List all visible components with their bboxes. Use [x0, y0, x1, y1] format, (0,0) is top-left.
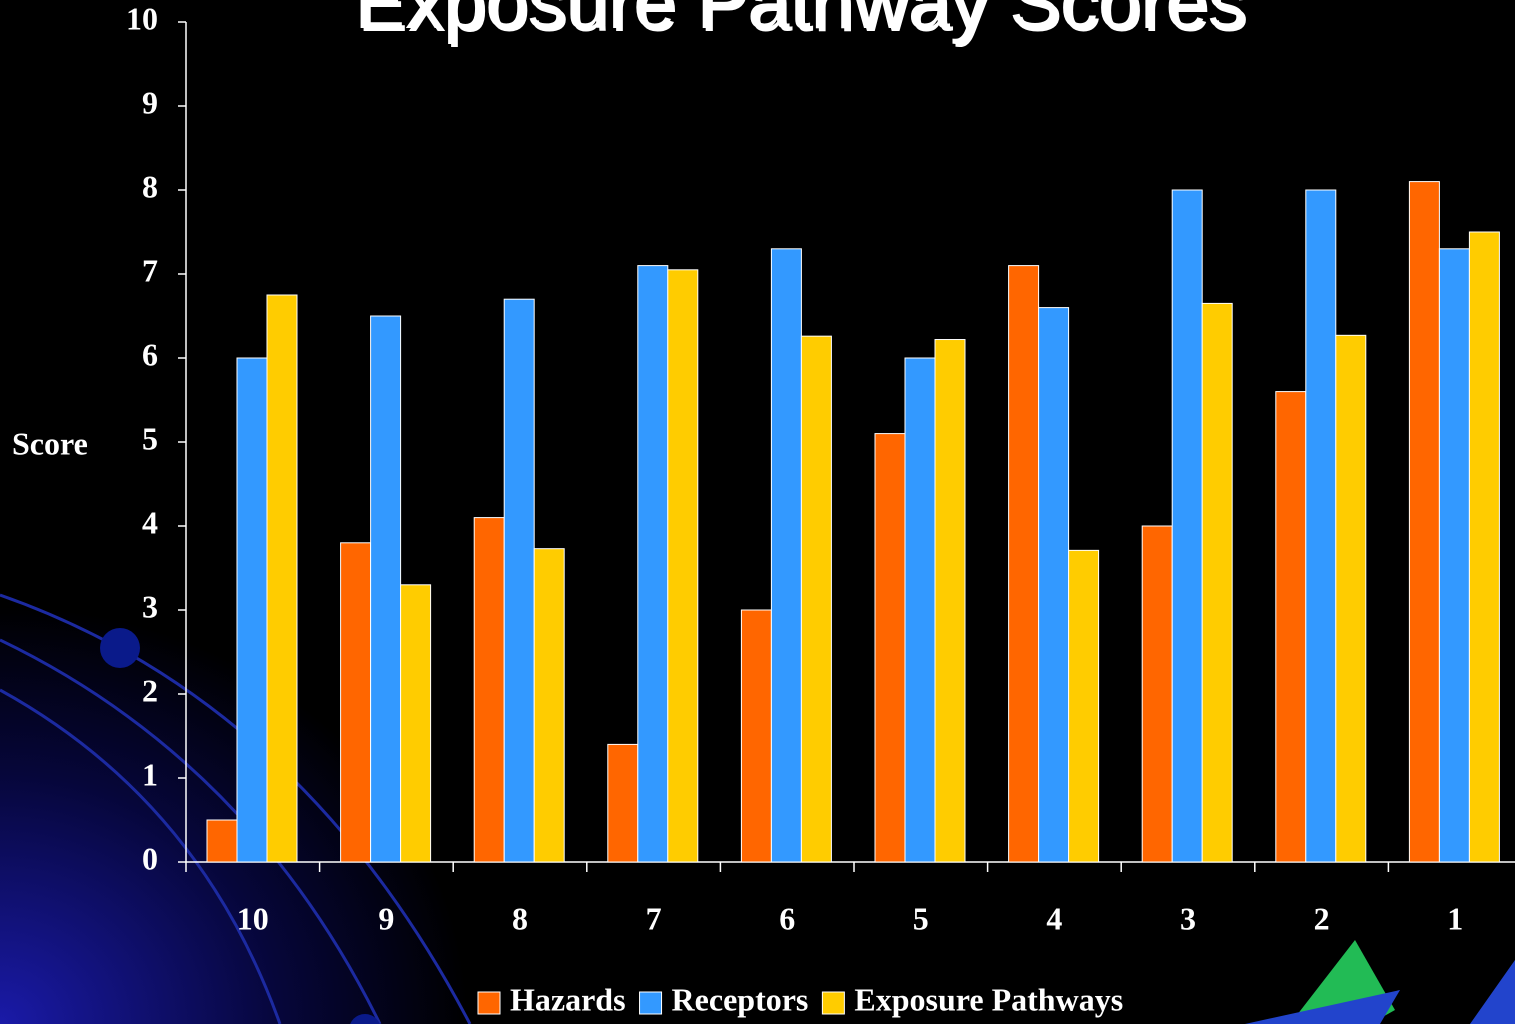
- legend-swatch: [821, 991, 845, 1015]
- bar: [266, 294, 298, 863]
- x-tick-label: 6: [779, 900, 795, 936]
- bar: [934, 339, 966, 863]
- logo: [1245, 940, 1515, 1024]
- legend-label: Receptors: [672, 981, 809, 1017]
- bar: [770, 248, 802, 863]
- decor-dot: [100, 628, 140, 668]
- bar: [1438, 248, 1470, 863]
- y-tick-label: 4: [142, 504, 158, 540]
- bar: [667, 269, 699, 863]
- bar: [740, 609, 772, 863]
- x-tick-label: 9: [378, 900, 394, 936]
- legend: Hazards Receptors Exposure Pathways: [477, 981, 1123, 1017]
- bar: [1038, 307, 1070, 863]
- y-tick-label: 10: [126, 0, 158, 36]
- bar: [370, 315, 402, 863]
- bar: [206, 819, 238, 863]
- bar: [533, 548, 565, 863]
- y-tick-label: 1: [142, 756, 158, 792]
- y-tick-label: 2: [142, 672, 158, 708]
- x-tick-label: 8: [512, 900, 528, 936]
- y-tick-label: 9: [142, 84, 158, 120]
- legend-swatch: [477, 991, 501, 1015]
- chart-title-shadow: Exposure Pathway Scores: [357, 0, 1248, 48]
- y-tick-label: 8: [142, 168, 158, 204]
- y-tick-label: 6: [142, 336, 158, 372]
- bar: [340, 542, 372, 863]
- bar: [1335, 334, 1367, 863]
- bar: [503, 298, 535, 863]
- bar: [400, 584, 432, 863]
- x-tick-label: 4: [1046, 900, 1062, 936]
- y-axis-label: Score: [12, 425, 88, 461]
- bar: [800, 335, 832, 863]
- x-tick-label: 1: [1447, 900, 1463, 936]
- x-tick-label: 3: [1180, 900, 1196, 936]
- bar: [1141, 525, 1173, 863]
- bar: [904, 357, 936, 863]
- legend-label: Exposure Pathways: [854, 981, 1123, 1017]
- bar: [637, 265, 669, 863]
- y-tick-label: 5: [142, 420, 158, 456]
- bar: [1201, 302, 1233, 863]
- bar: [473, 517, 505, 863]
- bar: [1305, 189, 1337, 863]
- x-tick-label: 10: [237, 900, 269, 936]
- bar: [1171, 189, 1203, 863]
- legend-label: Hazards: [510, 981, 626, 1017]
- bar: [1008, 265, 1040, 863]
- bar: [1468, 231, 1500, 863]
- y-tick-label: 3: [142, 588, 158, 624]
- bar: [1068, 549, 1100, 863]
- bar: [1275, 391, 1307, 863]
- chart-title: Exposure Pathway Scores: [354, 0, 1245, 45]
- legend-swatch: [639, 991, 663, 1015]
- bar: [874, 433, 906, 863]
- y-tick-label: 0: [142, 840, 158, 876]
- decor-dot: [350, 1014, 380, 1024]
- x-tick-label: 2: [1314, 900, 1330, 936]
- bar: [1408, 181, 1440, 863]
- x-tick-label: 5: [913, 900, 929, 936]
- bar: [607, 743, 639, 863]
- y-tick-label: 7: [142, 252, 158, 288]
- x-tick-label: 7: [646, 900, 662, 936]
- bar: [236, 357, 268, 863]
